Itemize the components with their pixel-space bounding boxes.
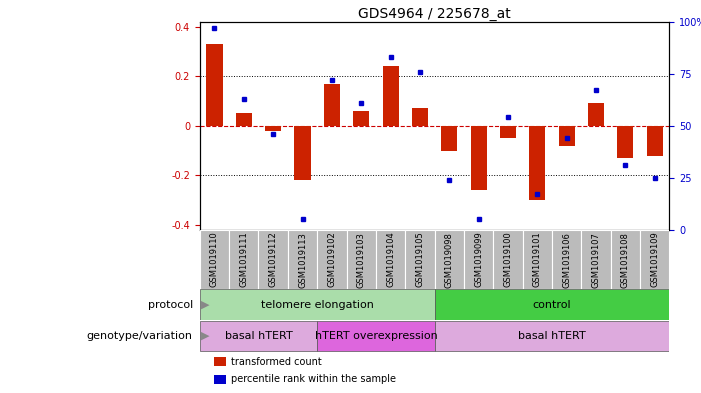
Bar (435, 321, 669, 351)
Bar (376, 230, 405, 289)
Bar (412, 108, 428, 126)
Text: control: control (533, 299, 571, 310)
Bar (265, 126, 281, 131)
Bar (464, 230, 494, 289)
Bar (494, 230, 523, 289)
Bar (346, 230, 376, 289)
Bar (581, 230, 611, 289)
Bar (611, 230, 640, 289)
Bar (441, 126, 457, 151)
Bar (317, 321, 435, 351)
Text: GSM1019101: GSM1019101 (533, 231, 542, 287)
Text: GSM1019113: GSM1019113 (298, 231, 307, 288)
Bar (288, 230, 317, 289)
Text: transformed count: transformed count (231, 356, 322, 367)
Bar (200, 230, 229, 289)
Text: GSM1019099: GSM1019099 (474, 231, 483, 287)
Text: GSM1019109: GSM1019109 (651, 231, 659, 287)
Bar (647, 126, 663, 156)
Bar (470, 126, 486, 190)
Text: GSM1019105: GSM1019105 (416, 231, 424, 287)
Bar (200, 290, 435, 320)
Text: ▶: ▶ (201, 331, 210, 341)
Bar (206, 44, 222, 126)
Bar (529, 126, 545, 200)
Text: GSM1019098: GSM1019098 (445, 231, 454, 288)
Bar (229, 230, 259, 289)
Text: GSM1019104: GSM1019104 (386, 231, 395, 287)
Text: ▶: ▶ (201, 299, 210, 310)
Text: telomere elongation: telomere elongation (261, 299, 374, 310)
Text: protocol: protocol (147, 299, 193, 310)
Bar (317, 230, 346, 289)
Bar (618, 126, 634, 158)
Text: GSM1019106: GSM1019106 (562, 231, 571, 288)
Bar (523, 230, 552, 289)
Text: GSM1019108: GSM1019108 (621, 231, 630, 288)
Text: GSM1019110: GSM1019110 (210, 231, 219, 287)
Bar (353, 111, 369, 126)
Bar (500, 126, 516, 138)
Text: GSM1019102: GSM1019102 (327, 231, 336, 287)
Bar (294, 126, 311, 180)
Text: hTERT overexpression: hTERT overexpression (315, 331, 437, 341)
Text: basal hTERT: basal hTERT (224, 331, 292, 341)
Text: GSM1019107: GSM1019107 (592, 231, 601, 288)
Bar (588, 103, 604, 126)
Bar (383, 66, 399, 126)
Text: GSM1019100: GSM1019100 (503, 231, 512, 287)
Bar (200, 321, 317, 351)
Bar (435, 230, 464, 289)
Bar (324, 84, 340, 126)
Text: GSM1019112: GSM1019112 (268, 231, 278, 287)
Text: percentile rank within the sample: percentile rank within the sample (231, 374, 396, 384)
Bar (559, 126, 575, 145)
Text: GSM1019103: GSM1019103 (357, 231, 366, 288)
Bar (259, 230, 288, 289)
Bar (405, 230, 435, 289)
Bar (640, 230, 669, 289)
Bar (435, 290, 669, 320)
Text: basal hTERT: basal hTERT (518, 331, 586, 341)
Bar (552, 230, 581, 289)
Bar (236, 113, 252, 126)
Text: genotype/variation: genotype/variation (87, 331, 193, 341)
Title: GDS4964 / 225678_at: GDS4964 / 225678_at (358, 7, 511, 20)
Text: GSM1019111: GSM1019111 (239, 231, 248, 287)
